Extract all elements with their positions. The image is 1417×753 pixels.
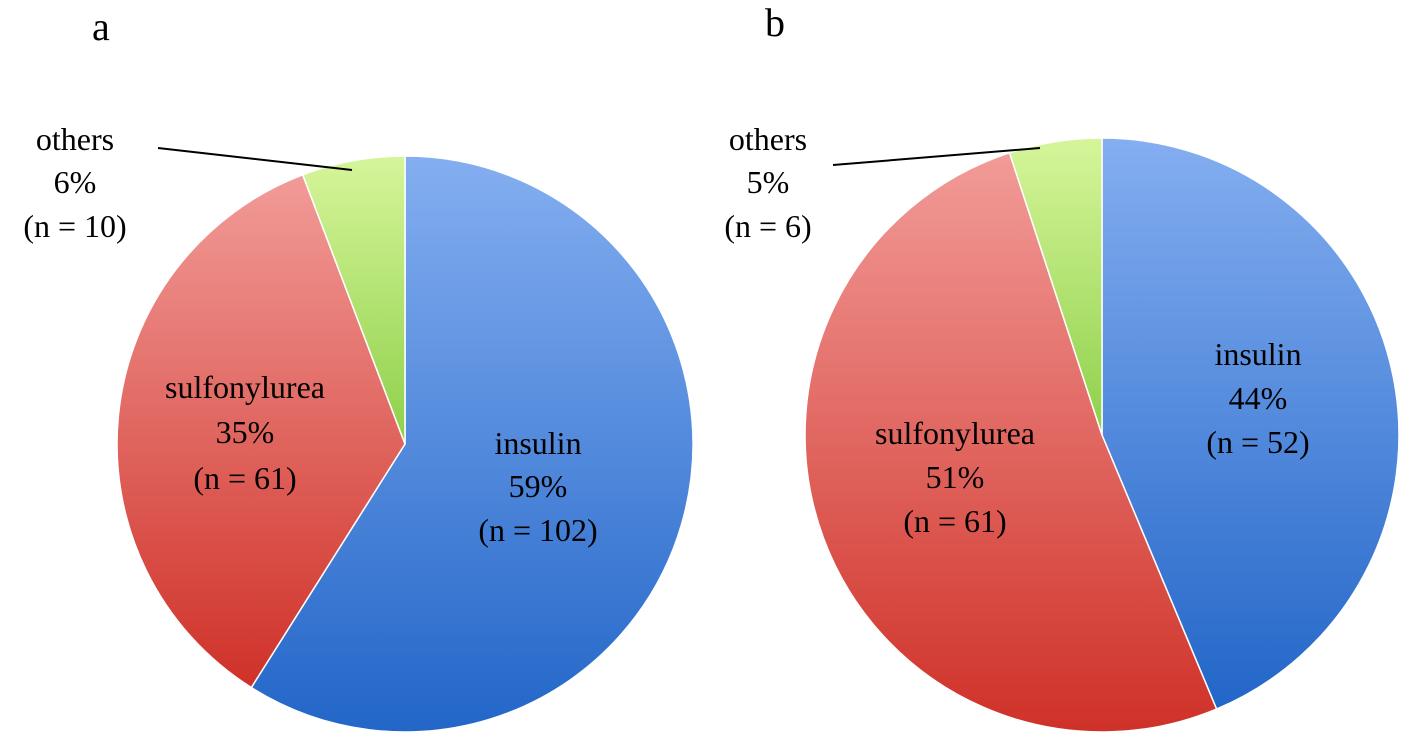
slice-name-sulfonylurea-a: sulfonylurea	[165, 369, 325, 405]
slice-name-insulin-a: insulin	[494, 425, 581, 461]
slice-count-others-b: (n = 6)	[724, 208, 811, 244]
slice-name-insulin-b: insulin	[1214, 336, 1301, 372]
pie-slice-insulin-b	[1101, 137, 1400, 711]
pie-chart-a: a insulin 59% (n = 102) sulfonylurea 35%…	[23, 4, 694, 733]
slice-label-insulin-b: insulin 44% (n = 52)	[1206, 336, 1309, 460]
pie-slices-b	[804, 137, 1400, 733]
leader-line-others-b	[832, 147, 1041, 166]
slice-label-sulfonylurea-b: sulfonylurea 51% (n = 61)	[875, 415, 1035, 539]
panel-label-a: a	[92, 4, 110, 49]
slice-count-insulin-a: (n = 102)	[478, 512, 597, 548]
slice-name-sulfonylurea-b: sulfonylurea	[875, 415, 1035, 451]
panel-label-b: b	[765, 0, 785, 45]
slice-count-insulin-b: (n = 52)	[1206, 424, 1309, 460]
pie-slice-others-a	[301, 155, 406, 445]
slice-label-others-b: others 5% (n = 6)	[724, 121, 811, 244]
leader-line-others-a	[157, 147, 353, 171]
slice-percent-sulfonylurea-a: 35%	[216, 414, 275, 450]
slice-count-sulfonylurea-b: (n = 61)	[903, 503, 1006, 539]
slice-label-others-a: others 6% (n = 10)	[23, 121, 126, 244]
slice-label-sulfonylurea-a: sulfonylurea 35% (n = 61)	[165, 369, 325, 496]
slice-percent-others-a: 6%	[54, 164, 97, 200]
pie-slice-sulfonylurea-b	[804, 151, 1218, 733]
pie-slices-a	[116, 155, 694, 733]
slice-percent-others-b: 5%	[747, 164, 790, 200]
slice-count-others-a: (n = 10)	[23, 208, 126, 244]
slice-name-others-a: others	[36, 121, 114, 157]
slice-name-others-b: others	[729, 121, 807, 157]
pie-slice-sulfonylurea-a	[116, 173, 406, 689]
pie-chart-b: b insulin 44% (n = 52) sulfonylurea 51% …	[724, 0, 1400, 733]
slice-label-insulin-a: insulin 59% (n = 102)	[478, 425, 597, 548]
pie-slice-others-b	[1008, 137, 1103, 436]
slice-count-sulfonylurea-a: (n = 61)	[193, 460, 296, 496]
slice-percent-insulin-a: 59%	[509, 468, 568, 504]
slice-percent-insulin-b: 44%	[1229, 380, 1288, 416]
pie-slice-insulin-a	[250, 155, 694, 733]
slice-percent-sulfonylurea-b: 51%	[926, 459, 985, 495]
